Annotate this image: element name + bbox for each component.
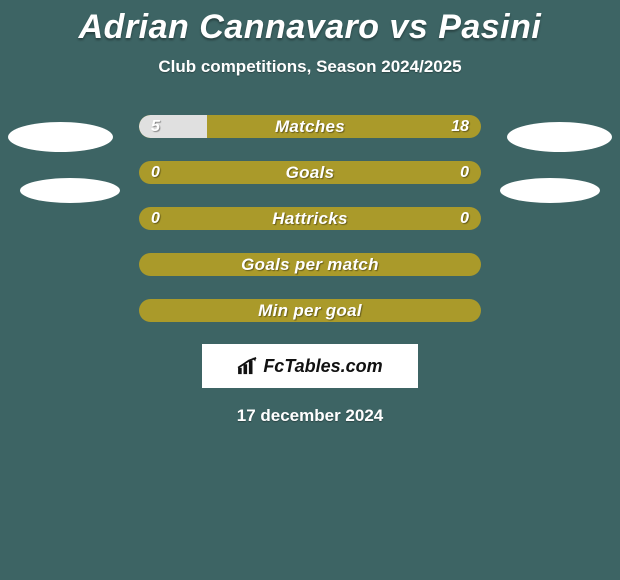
stat-label: Goals per match — [139, 253, 481, 276]
date-line: 17 december 2024 — [0, 406, 620, 426]
subtitle: Club competitions, Season 2024/2025 — [0, 57, 620, 77]
stat-value-left: 0 — [151, 207, 160, 230]
stat-label: Hattricks — [139, 207, 481, 230]
stat-row: Goals0 0 — [139, 161, 481, 184]
player-left-avatar-bottom — [20, 178, 120, 203]
stat-value-right: 18 — [451, 115, 469, 138]
stat-value-left: 0 — [151, 161, 160, 184]
player-right-avatar-bottom — [500, 178, 600, 203]
player-right-avatar-top — [507, 122, 612, 152]
brand-text: FcTables.com — [263, 356, 382, 377]
stat-row: Hattricks0 0 — [139, 207, 481, 230]
stat-row: Goals per match — [139, 253, 481, 276]
player-left-avatar-top — [8, 122, 113, 152]
stat-row: Matches5 18 — [139, 115, 481, 138]
page-title: Adrian Cannavaro vs Pasini — [0, 0, 620, 47]
brand-box: FcTables.com — [202, 344, 418, 388]
stat-label: Min per goal — [139, 299, 481, 322]
stat-row: Min per goal — [139, 299, 481, 322]
stat-label: Goals — [139, 161, 481, 184]
stat-value-right: 0 — [460, 161, 469, 184]
stat-value-left: 5 — [151, 115, 160, 138]
brand-chart-icon — [237, 357, 259, 375]
stat-label: Matches — [139, 115, 481, 138]
stat-value-right: 0 — [460, 207, 469, 230]
